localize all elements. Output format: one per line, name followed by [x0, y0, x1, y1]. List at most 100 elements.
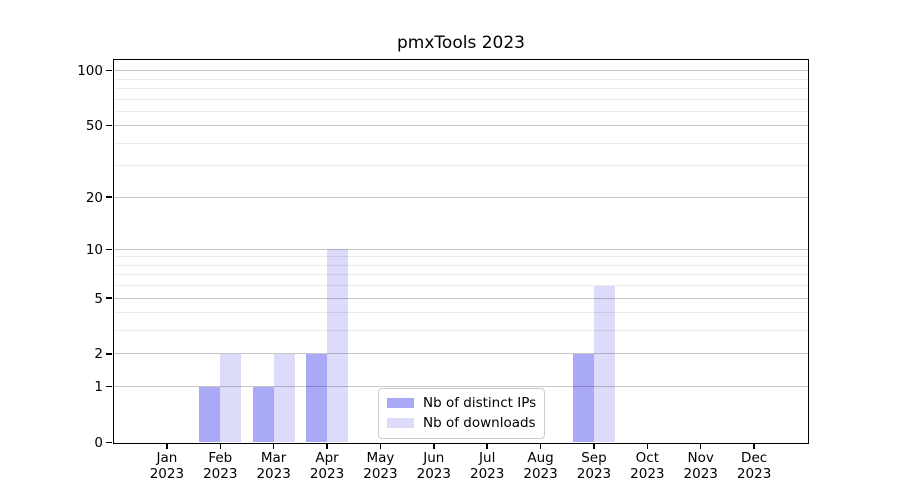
x-axis-tick-label: Mar 2023 [234, 450, 314, 482]
minor-gridline [113, 142, 808, 144]
x-axis-tick-label: Jun 2023 [394, 450, 474, 482]
y-axis-tick-label: 100 [77, 63, 103, 80]
minor-gridline [113, 330, 808, 332]
x-axis-tick-label: Jul 2023 [447, 450, 527, 482]
bar-distinct-ips [252, 386, 274, 443]
y-axis-tick-label: 20 [85, 189, 103, 206]
x-tick-month: Nov [687, 449, 714, 466]
x-tick-year: 2023 [630, 465, 665, 482]
x-tick-year: 2023 [256, 465, 291, 482]
x-tick-month: Oct [635, 449, 660, 466]
bar-downloads [220, 353, 242, 443]
major-gridline [113, 125, 808, 127]
bar-distinct-ips [199, 386, 221, 443]
x-axis-tick [219, 444, 222, 449]
x-tick-month: Dec [741, 449, 768, 466]
y-axis-tick-label: 1 [94, 379, 103, 396]
minor-gridline [113, 98, 808, 100]
legend-entry-distinct-ips: Nb of distinct IPs [387, 393, 544, 413]
y-axis-tick-label: 50 [85, 118, 103, 135]
y-axis-tick [106, 69, 112, 72]
y-axis-tick [106, 441, 112, 444]
x-tick-year: 2023 [576, 465, 612, 482]
x-axis-tick-label: Feb 2023 [180, 450, 260, 482]
x-tick-month: Jan [156, 449, 178, 466]
y-axis-tick [106, 385, 112, 388]
major-gridline [113, 70, 808, 72]
major-gridline [113, 297, 808, 299]
x-axis-tick [753, 444, 755, 449]
legend-swatch-distinct-ips [387, 398, 414, 408]
x-tick-month: Jul [479, 449, 496, 466]
x-axis-tick-label: Jan 2023 [127, 450, 207, 482]
x-axis-tick-label: Dec 2023 [714, 450, 794, 482]
x-axis-tick [326, 444, 328, 449]
x-tick-year: 2023 [363, 465, 398, 482]
x-axis-tick-label: Apr 2023 [287, 450, 367, 482]
x-tick-year: 2023 [683, 465, 718, 482]
x-tick-month: Apr [315, 449, 339, 466]
y-axis-tick-label: 10 [85, 241, 103, 258]
bar-distinct-ips [306, 353, 328, 443]
x-axis-tick [486, 444, 488, 449]
minor-gridline [113, 285, 808, 287]
x-tick-year: 2023 [523, 465, 558, 482]
y-axis-tick [106, 124, 112, 127]
legend-label-downloads: Nb of downloads [423, 415, 536, 431]
bar-distinct-ips [572, 353, 594, 443]
major-gridline [113, 196, 808, 198]
minor-gridline [113, 87, 808, 89]
legend-label-distinct-ips: Nb of distinct IPs [423, 395, 537, 411]
x-axis-tick-label: Aug 2023 [501, 450, 581, 482]
x-axis-tick-label: Nov 2023 [661, 450, 741, 482]
x-tick-month: Mar [260, 449, 287, 466]
minor-gridline [113, 256, 808, 258]
x-tick-month: Aug [527, 449, 554, 466]
major-gridline [113, 248, 808, 250]
x-axis-tick [539, 444, 542, 449]
minor-gridline [113, 264, 808, 266]
y-axis-tick [106, 248, 112, 251]
x-axis-tick [699, 444, 702, 449]
x-tick-year: 2023 [203, 465, 238, 482]
minor-gridline [113, 312, 808, 314]
x-tick-year: 2023 [309, 465, 345, 482]
chart-title: pmxTools 2023 [397, 33, 525, 53]
bar-downloads [327, 249, 349, 443]
major-gridline [113, 353, 808, 355]
x-axis-tick [166, 444, 168, 449]
x-tick-year: 2023 [416, 465, 451, 482]
x-axis-tick [272, 444, 275, 449]
x-tick-month: Jun [423, 449, 445, 466]
x-axis-tick-label: Oct 2023 [607, 450, 687, 482]
major-gridline [113, 386, 808, 388]
y-axis-tick-label: 0 [94, 435, 103, 451]
legend: Nb of distinct IPs Nb of downloads [378, 388, 545, 439]
x-axis-tick [379, 444, 382, 449]
x-tick-month: May [366, 449, 395, 466]
legend-entry-downloads: Nb of downloads [387, 413, 544, 433]
y-axis-tick-label: 2 [94, 346, 103, 363]
x-tick-year: 2023 [470, 465, 505, 482]
legend-swatch-downloads [387, 418, 414, 428]
x-tick-year: 2023 [149, 465, 185, 482]
x-axis-tick-label: May 2023 [340, 450, 420, 482]
minor-gridline [113, 110, 808, 112]
y-axis-tick-label: 5 [94, 290, 103, 307]
minor-gridline [113, 78, 808, 80]
bar-downloads [273, 353, 295, 443]
minor-gridline [113, 165, 808, 167]
x-axis-tick-label: Sep 2023 [554, 450, 634, 482]
x-axis-tick [593, 444, 595, 449]
bar-downloads [593, 285, 615, 443]
y-axis-tick [106, 297, 112, 299]
minor-gridline [113, 274, 808, 276]
y-axis-tick [106, 353, 112, 355]
x-tick-year: 2023 [736, 465, 772, 482]
x-axis-tick [433, 444, 435, 449]
x-tick-month: Feb [208, 449, 233, 466]
plot-area: Jan 2023 Feb 2023 Mar 2023 Apr 2023 May 2023 Jun 20… [106, 58, 809, 482]
y-axis-tick [106, 196, 112, 198]
x-axis-tick [646, 444, 649, 449]
